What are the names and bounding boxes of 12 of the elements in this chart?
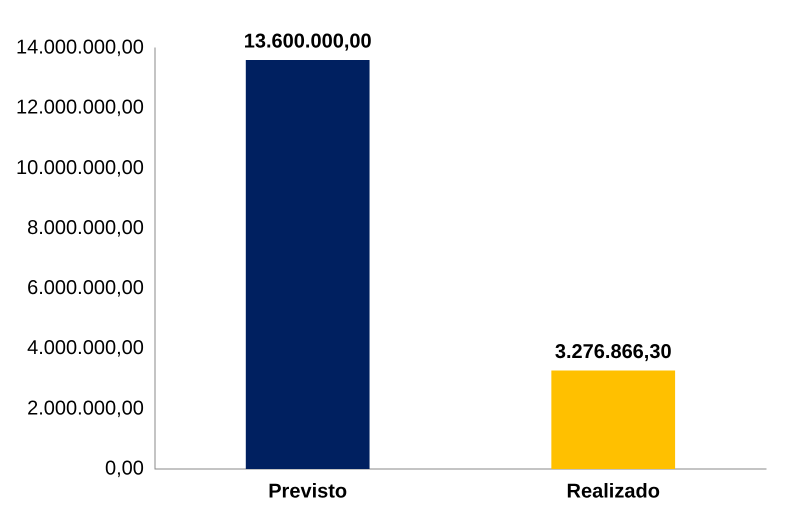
y-tick-label: 8.000.000,00	[27, 216, 144, 239]
x-tick-label: Realizado	[566, 480, 660, 503]
y-tick-label: 6.000.000,00	[27, 277, 144, 300]
y-tick-label: 10.000.000,00	[16, 156, 144, 179]
y-tick-label: 12.000.000,00	[16, 96, 144, 119]
y-tick-label: 4.000.000,00	[27, 337, 144, 360]
data-label: 3.276.866,30	[554, 340, 672, 363]
y-tick-label: 2.000.000,00	[27, 397, 144, 420]
x-tick-label: Previsto	[268, 480, 348, 503]
data-label: 13.600.000,00	[244, 30, 372, 53]
y-tick-label: 14.000.000,00	[16, 36, 144, 59]
y-tick-label: 0,00	[104, 458, 144, 480]
